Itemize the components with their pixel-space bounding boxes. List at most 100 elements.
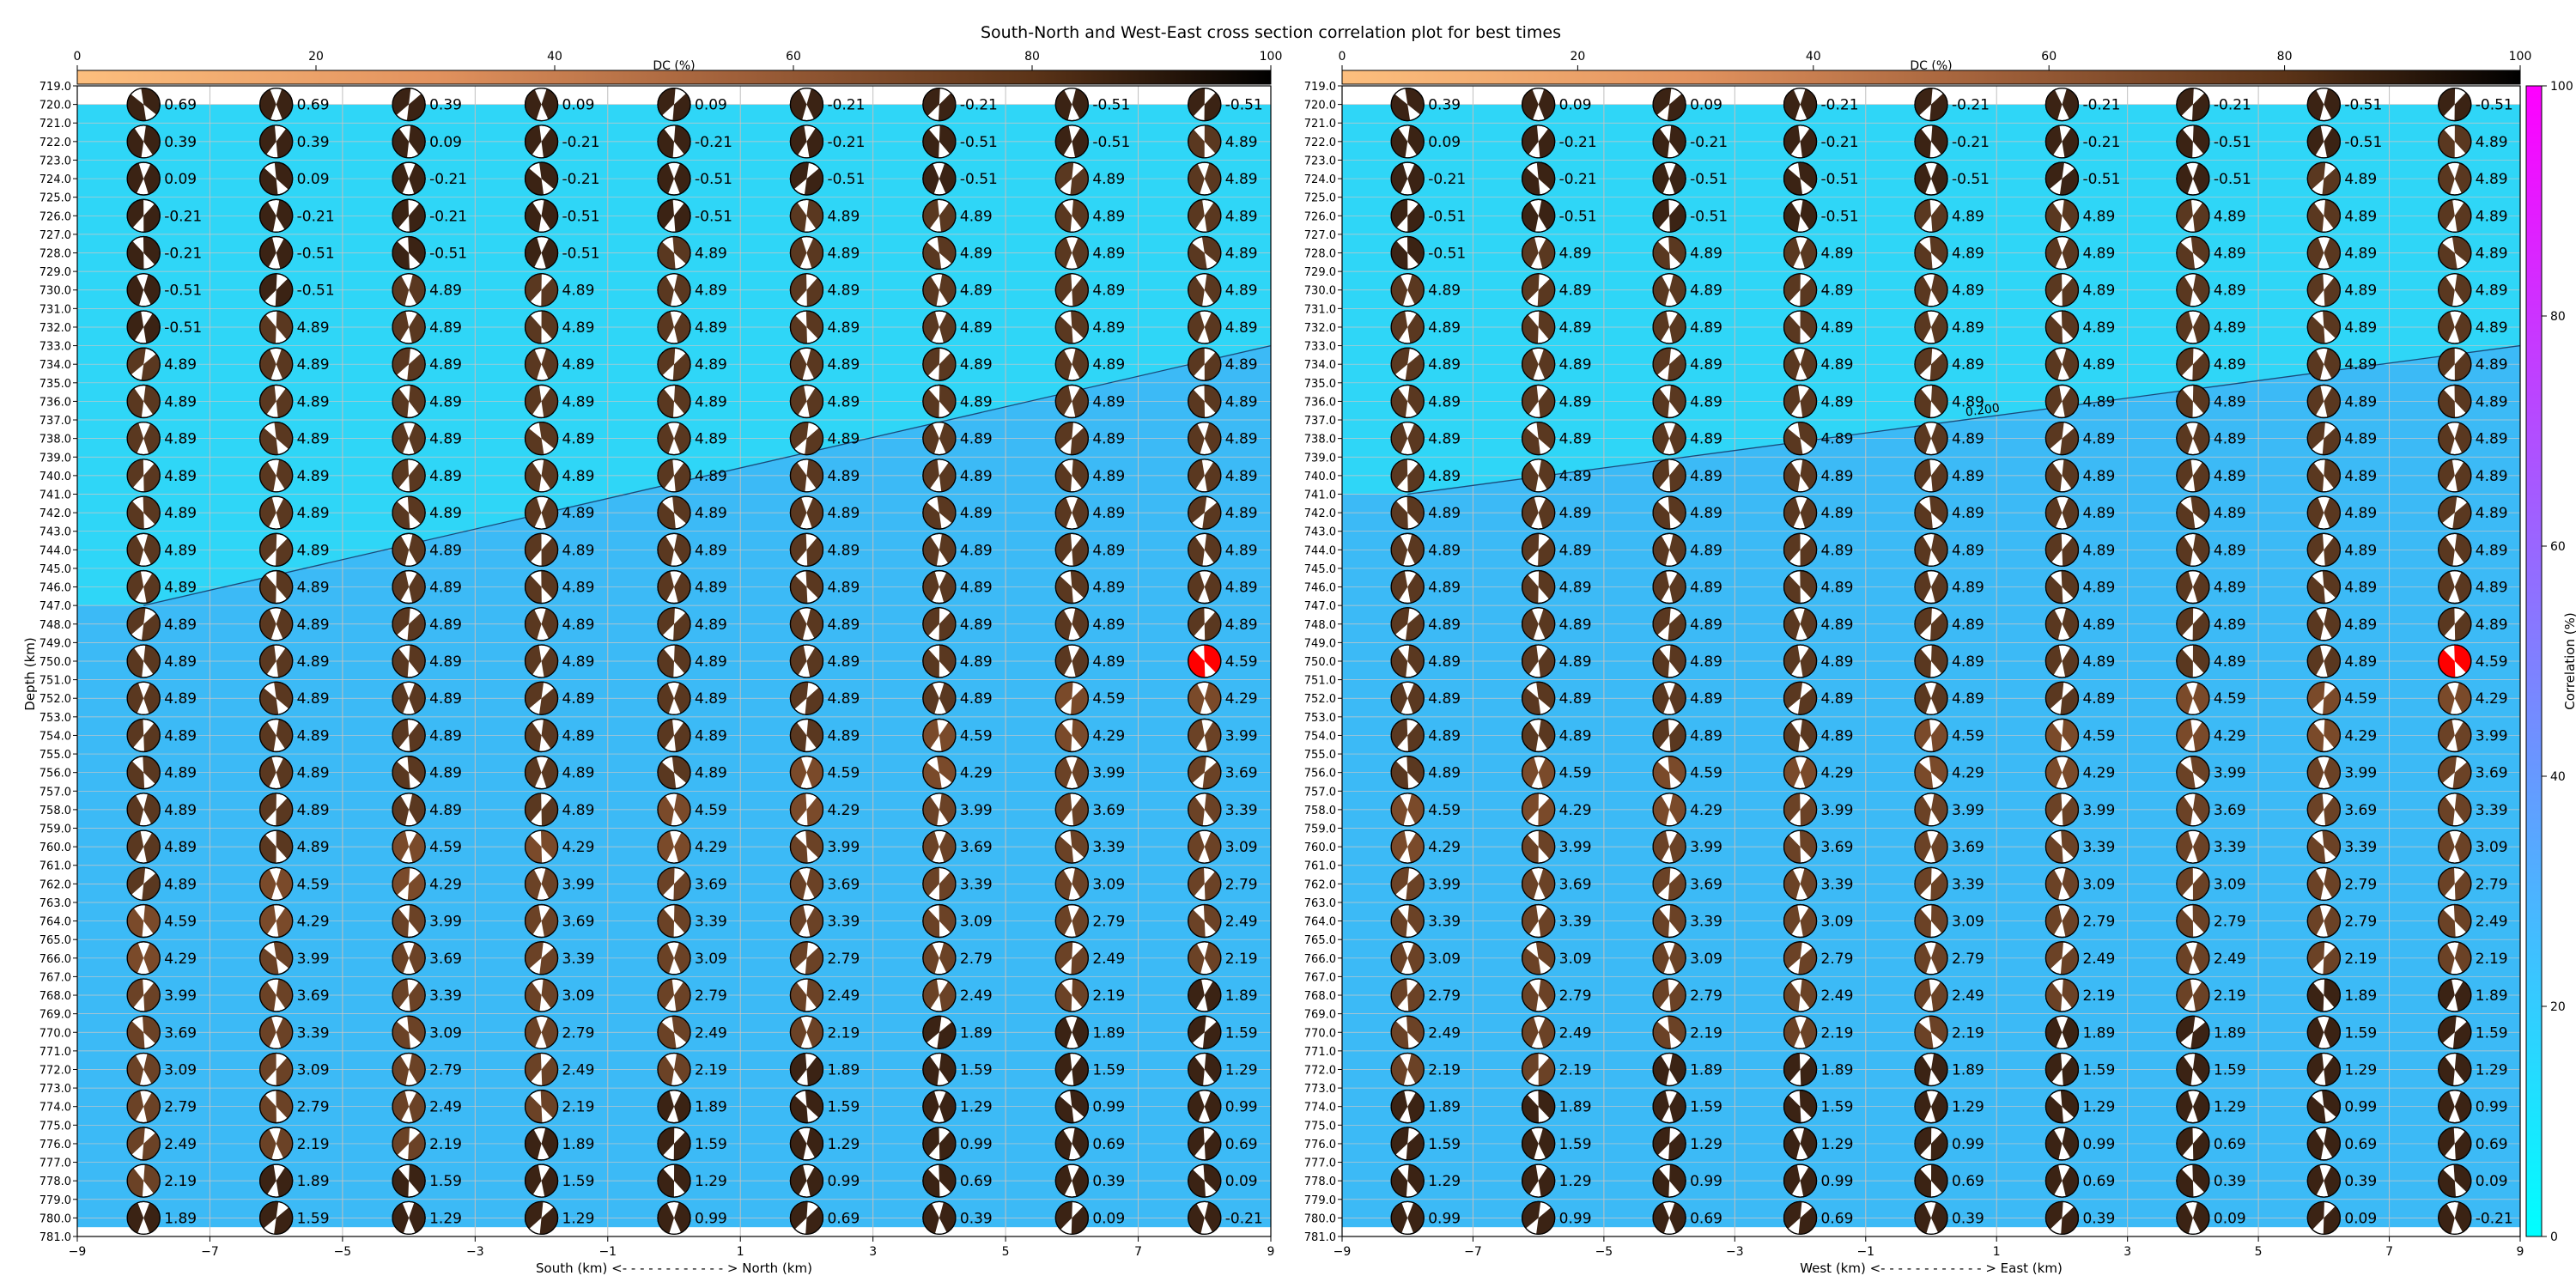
sn-beachball-outline bbox=[392, 644, 426, 678]
sn-value-label: 4.89 bbox=[1092, 283, 1125, 300]
we-beachball-quadrant bbox=[2062, 1056, 2079, 1086]
sn-beachball-quadrant bbox=[259, 237, 276, 268]
sn-beachball-quadrant bbox=[1072, 906, 1089, 937]
sn-value-label: 4.89 bbox=[695, 542, 727, 559]
sn-beachball-quadrant bbox=[143, 385, 161, 415]
sn-beachball-quadrant bbox=[392, 908, 410, 938]
sn-value-label: 3.69 bbox=[960, 839, 993, 856]
sn-ytick-label: 762.0 bbox=[39, 878, 71, 891]
we-ytick-label: 768.0 bbox=[1304, 990, 1336, 1003]
sn-beachball-outline bbox=[126, 866, 161, 902]
sn-value-label: 4.89 bbox=[164, 542, 197, 559]
we-beachball-quadrant bbox=[2176, 979, 2193, 1009]
sn-beachball bbox=[789, 866, 824, 902]
we-value-label: 3.99 bbox=[2344, 765, 2377, 782]
we-value-label: 2.19 bbox=[1952, 1024, 1984, 1042]
we-beachball-quadrant bbox=[2176, 163, 2193, 195]
sn-beachball-quadrant bbox=[408, 1132, 426, 1160]
we-value-label: 3.09 bbox=[1952, 914, 1984, 931]
sn-beachball-quadrant bbox=[939, 981, 956, 1012]
sn-value-label: 3.99 bbox=[562, 876, 595, 893]
we-beachball-outline bbox=[1914, 1015, 1948, 1049]
sn-beachball-outline bbox=[259, 718, 294, 753]
sn-beachball bbox=[392, 421, 426, 456]
sn-beachball-quadrant bbox=[674, 203, 690, 233]
we-beachball-outline bbox=[1914, 978, 1948, 1012]
sn-beachball-outline bbox=[789, 903, 824, 939]
sn-beachball-quadrant bbox=[409, 385, 426, 415]
we-value-label: 4.89 bbox=[1821, 393, 1854, 410]
sn-beachball-quadrant bbox=[127, 683, 144, 714]
sn-beachball-outline bbox=[657, 235, 691, 270]
we-value-label: 4.89 bbox=[2344, 356, 2377, 374]
we-beachball bbox=[2438, 1090, 2472, 1124]
we-value-label: 4.89 bbox=[1690, 246, 1722, 263]
sn-xtick-label: 3 bbox=[869, 1245, 877, 1259]
sn-beachball-quadrant bbox=[525, 835, 543, 864]
sn-beachball-outline bbox=[392, 532, 426, 567]
sn-value-label: 4.89 bbox=[429, 505, 462, 522]
we-beachball-quadrant bbox=[1669, 163, 1686, 195]
we-value-label: 4.89 bbox=[1952, 356, 1984, 374]
sn-beachball-quadrant bbox=[922, 762, 942, 789]
we-beachball-quadrant bbox=[1407, 832, 1425, 863]
sn-beachball-quadrant bbox=[525, 385, 542, 416]
sn-beachball bbox=[392, 866, 426, 902]
we-value-label: 1.29 bbox=[1690, 1136, 1722, 1153]
sn-value-label: 4.89 bbox=[695, 283, 727, 300]
we-beachball-outline bbox=[1783, 1015, 1818, 1049]
sn-beachball bbox=[1054, 978, 1089, 1012]
sn-beachball-quadrant bbox=[936, 756, 956, 783]
sn-beachball-quadrant bbox=[1188, 496, 1207, 524]
sn-beachball-quadrant bbox=[658, 1091, 674, 1121]
we-beachball-quadrant bbox=[1391, 607, 1410, 635]
we-beachball bbox=[2306, 1052, 2341, 1087]
we-beachball bbox=[2044, 459, 2080, 493]
we-value-label: 0.69 bbox=[1821, 1210, 1854, 1227]
sn-beachball-outline bbox=[524, 421, 559, 456]
sn-beachball bbox=[126, 718, 161, 753]
sn-beachball-quadrant bbox=[541, 88, 558, 119]
sn-beachball-quadrant bbox=[276, 1127, 293, 1158]
we-beachball-quadrant bbox=[1929, 93, 1947, 121]
sn-beachball-outline bbox=[126, 569, 161, 605]
sn-beachball-quadrant bbox=[409, 463, 426, 492]
we-beachball-quadrant bbox=[2192, 904, 2209, 933]
we-beachball bbox=[1522, 866, 1556, 902]
we-beachball-outline bbox=[1914, 125, 1948, 159]
sn-value-label: 2.19 bbox=[1092, 987, 1125, 1005]
sn-beachball-outline bbox=[392, 829, 426, 864]
sn-beachball-outline bbox=[922, 718, 957, 753]
we-beachball bbox=[1914, 903, 1948, 939]
we-beachball-outline bbox=[1390, 866, 1425, 902]
sn-beachball-quadrant bbox=[143, 1164, 161, 1194]
sn-beachball-quadrant bbox=[525, 428, 544, 455]
sn-beachball-quadrant bbox=[1188, 909, 1206, 938]
we-value-label: 1.89 bbox=[1690, 1061, 1722, 1078]
we-beachball-outline bbox=[1390, 569, 1425, 605]
dc-tick-label: 80 bbox=[2277, 50, 2293, 64]
we-ytick-label: 731.0 bbox=[1304, 303, 1336, 316]
we-value-label: 4.89 bbox=[2214, 246, 2246, 263]
we-beachball bbox=[2306, 459, 2341, 493]
we-beachball-outline bbox=[2044, 87, 2080, 122]
we-value-label: 4.89 bbox=[1690, 580, 1722, 597]
sn-value-label: 4.89 bbox=[827, 208, 860, 225]
sn-ytick-label: 751.0 bbox=[39, 675, 71, 688]
sn-beachball bbox=[392, 310, 426, 344]
we-beachball bbox=[1914, 198, 1948, 233]
we-value-label: -0.51 bbox=[1821, 171, 1859, 188]
we-beachball-quadrant bbox=[2062, 1166, 2079, 1197]
sn-beachball-quadrant bbox=[1072, 867, 1089, 898]
sn-beachball bbox=[1054, 941, 1089, 975]
sn-beachball-quadrant bbox=[1055, 203, 1072, 233]
sn-value-label: 2.19 bbox=[164, 1173, 197, 1190]
sn-value-label: -0.51 bbox=[1092, 97, 1130, 114]
we-beachball-quadrant bbox=[2307, 905, 2324, 936]
sn-beachball-quadrant bbox=[540, 830, 558, 859]
we-beachball-outline bbox=[2438, 1015, 2472, 1049]
sn-beachball bbox=[259, 459, 294, 493]
dc-colorbar-left-label: DC (%) bbox=[653, 59, 695, 73]
we-beachball-quadrant bbox=[1669, 533, 1686, 564]
sn-beachball-outline bbox=[1188, 1127, 1222, 1161]
